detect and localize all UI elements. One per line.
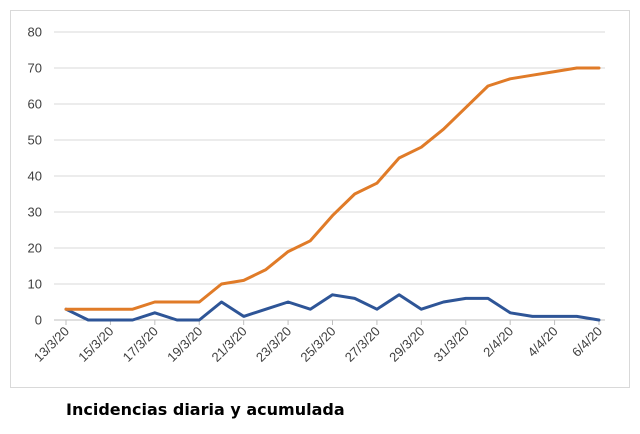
chart-frame [10, 10, 630, 388]
line-chart: 0 10 20 30 40 50 60 70 80 13/3/20 15/3/20 17/3/20 19… [28, 25, 606, 365]
x-tick-label: 17/3/20 [120, 324, 161, 365]
y-tick-label: 10 [28, 277, 42, 292]
y-tick-label: 0 [35, 313, 42, 328]
y-tick-label: 70 [28, 61, 42, 76]
x-tick-label: 13/3/20 [31, 324, 72, 365]
x-tick-label: 31/3/20 [431, 324, 472, 365]
x-tick-label: 21/3/20 [209, 324, 250, 365]
x-tick-label: 19/3/20 [164, 324, 205, 365]
series-line-2 [64, 66, 601, 311]
x-tick-label: 2/4/20 [480, 324, 516, 360]
axes [54, 319, 605, 325]
y-tick-label: 80 [28, 25, 42, 40]
x-tick-label: 29/3/20 [386, 324, 427, 365]
x-tick-label: 27/3/20 [342, 324, 383, 365]
series-lines [64, 66, 601, 322]
x-tick-label: 15/3/20 [75, 324, 116, 365]
x-tick-label: 4/4/20 [525, 324, 561, 360]
x-tick-label: 25/3/20 [297, 324, 338, 365]
y-tick-label: 60 [28, 97, 42, 112]
y-tick-label: 40 [28, 169, 42, 184]
x-tick-label: 23/3/20 [253, 324, 294, 365]
series-line-1 [64, 293, 601, 322]
y-tick-label: 30 [28, 205, 42, 220]
chart-caption: Incidencias diaria y acumulada [66, 400, 345, 419]
x-tick-label: 6/4/20 [569, 324, 605, 360]
y-tick-label: 20 [28, 241, 42, 256]
y-tick-label: 50 [28, 133, 42, 148]
gridlines [54, 31, 605, 285]
